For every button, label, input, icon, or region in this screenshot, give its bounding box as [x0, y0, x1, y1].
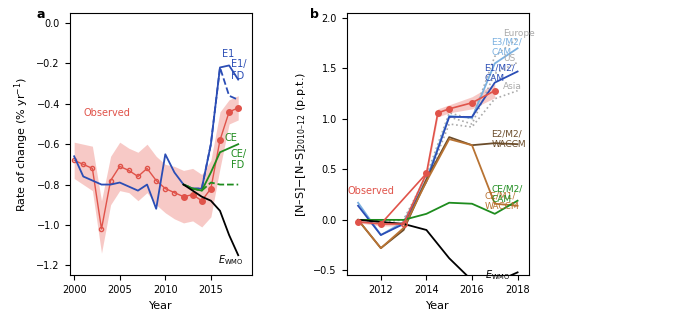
Y-axis label: Rate of change (% yr$^{-1}$): Rate of change (% yr$^{-1}$) — [13, 77, 31, 212]
Text: E2/M2/
WACCM: E2/M2/ WACCM — [491, 130, 526, 149]
Text: CE/M1/
WACCM: CE/M1/ WACCM — [484, 191, 519, 211]
X-axis label: Year: Year — [426, 301, 450, 311]
Text: Observed: Observed — [84, 108, 130, 118]
Text: $E_\mathrm{WMO}$: $E_\mathrm{WMO}$ — [484, 268, 510, 282]
Text: Asia: Asia — [503, 82, 521, 91]
Text: E3/M2/
CAM: E3/M2/ CAM — [491, 38, 522, 57]
Y-axis label: [N–S]−[N–S]$_{2010–12}$ (p.p.t.): [N–S]−[N–S]$_{2010–12}$ (p.p.t.) — [294, 72, 308, 217]
X-axis label: Year: Year — [149, 301, 173, 311]
Text: CE/
FD: CE/ FD — [231, 149, 247, 170]
Text: CE: CE — [225, 133, 237, 143]
Text: $E_\mathrm{WMO}$: $E_\mathrm{WMO}$ — [218, 253, 244, 267]
Text: b: b — [310, 8, 319, 21]
Text: Observed: Observed — [348, 186, 395, 196]
Text: E1/M2/
CAM: E1/M2/ CAM — [484, 63, 515, 83]
Text: E1/
FD: E1/ FD — [231, 59, 246, 81]
Text: Europe: Europe — [503, 29, 535, 38]
Text: CE/M2/
CAM: CE/M2/ CAM — [491, 185, 523, 204]
Text: E1: E1 — [222, 49, 234, 59]
Text: US: US — [503, 54, 515, 64]
Text: a: a — [37, 8, 45, 21]
